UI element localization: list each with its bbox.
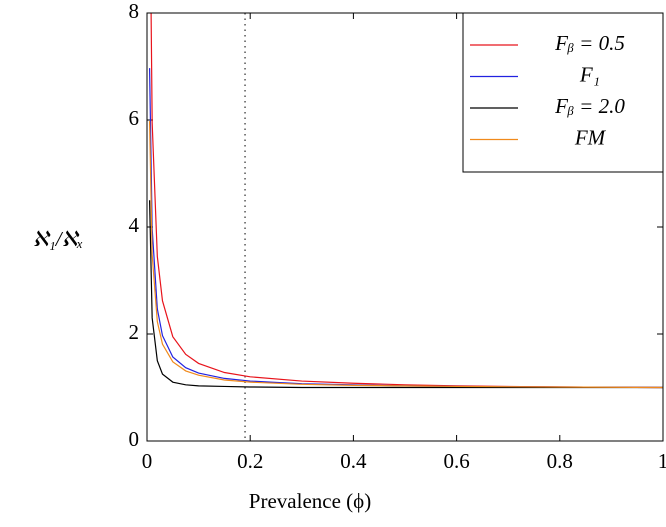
legend-label: F₁ <box>579 62 600 86</box>
series-line <box>150 13 663 389</box>
y-tick-label: 8 <box>129 0 140 23</box>
legend-label: FM <box>574 125 607 149</box>
series-line <box>148 121 663 389</box>
x-tick-label: 1 <box>658 449 666 473</box>
x-tick-label: 0 <box>142 449 153 473</box>
y-tick-label: 2 <box>129 320 140 344</box>
y-axis-label: ℵ₁/ℵₓ <box>33 227 83 251</box>
x-tick-label: 0.8 <box>547 449 573 473</box>
y-tick-label: 6 <box>129 106 140 130</box>
x-axis-label: Prevalence (ϕ) <box>249 489 371 513</box>
x-tick-label: 0.6 <box>443 449 469 473</box>
legend-box <box>462 12 664 173</box>
plot-frame <box>146 12 664 442</box>
plot-area <box>148 13 663 441</box>
x-tick-label: 0.4 <box>340 449 367 473</box>
x-tick-label: 0.2 <box>237 449 263 473</box>
y-tick-label: 4 <box>129 213 140 237</box>
legend-label: Fᵦ = 2.0 <box>554 94 625 118</box>
legend-label: Fᵦ = 0.5 <box>554 31 625 55</box>
y-tick-label: 0 <box>129 427 140 451</box>
series-line <box>148 200 663 389</box>
